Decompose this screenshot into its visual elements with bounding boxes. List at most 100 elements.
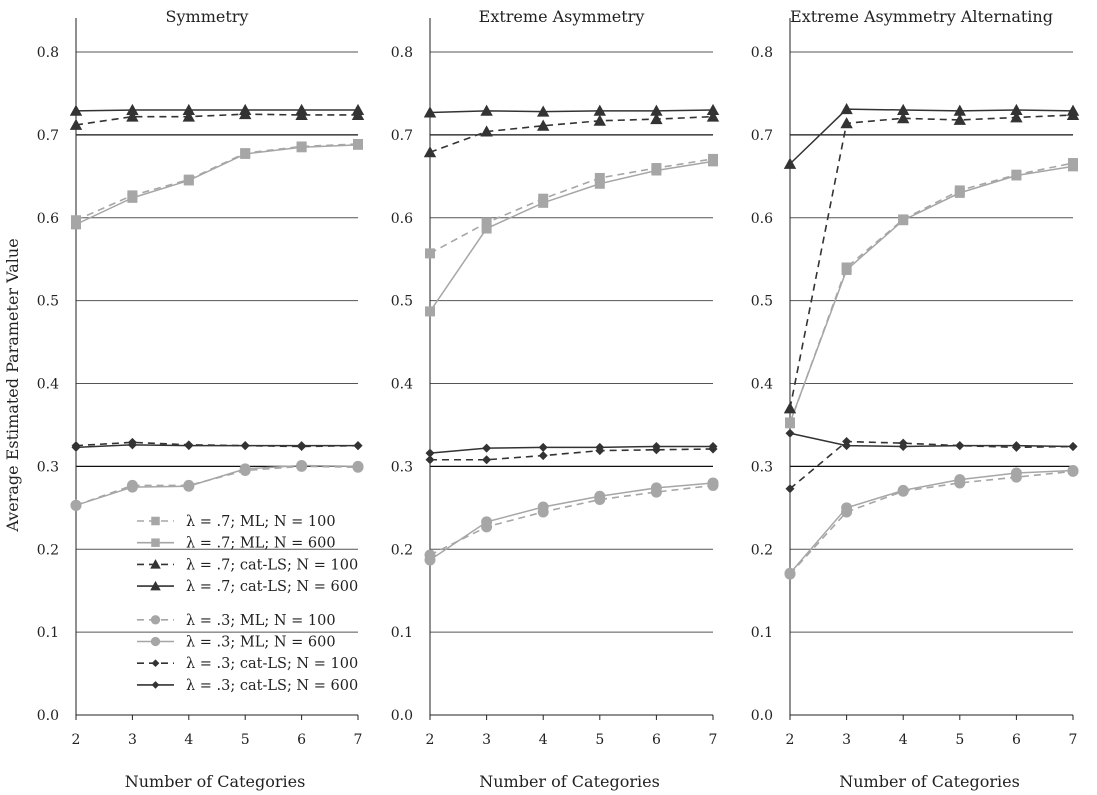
- y-tick-label: 0.7: [391, 128, 413, 144]
- y-tick-label: 0.5: [751, 294, 773, 310]
- y-tick-label: 0.8: [37, 45, 59, 61]
- series-line: [75, 144, 359, 226]
- data-point-square: [841, 264, 852, 275]
- legend-label: λ = .7; ML; N = 600: [186, 536, 336, 552]
- legend-label: λ = .7; ML; N = 100: [186, 514, 336, 530]
- y-tick-label: 0.6: [751, 211, 773, 227]
- series-line: [75, 444, 358, 449]
- data-point-triangle: [953, 113, 966, 125]
- data-point-diamond: [353, 441, 363, 451]
- legend-label: λ = .3; cat-LS; N = 600: [186, 678, 358, 694]
- series-line: [430, 448, 714, 461]
- data-point-square: [1011, 170, 1022, 181]
- data-point-triangle: [182, 103, 195, 115]
- data-point-square: [481, 223, 492, 234]
- data-point-triangle: [953, 104, 966, 116]
- x-axis-title: Number of Categories: [125, 772, 306, 791]
- panel-2: 0.0 0.1 0.2 0.3 0.4 0.5 0.6 0.7 0.8 2 3 4 5 6 7 Extreme…: [391, 7, 720, 791]
- x-tick-label: 5: [595, 732, 604, 748]
- data-point-diamond: [425, 448, 435, 458]
- data-point-diamond: [708, 441, 718, 451]
- data-point-triangle: [1010, 111, 1023, 123]
- legend-swatch-triangle: [150, 580, 161, 591]
- x-tick-label: 7: [354, 732, 363, 748]
- data-point-diamond: [898, 441, 908, 451]
- data-point-circle: [650, 482, 662, 494]
- legend-swatch-diamond: [151, 681, 160, 689]
- series-line: [429, 445, 713, 454]
- series-line: [75, 465, 359, 507]
- y-tick-label: 0.2: [37, 542, 59, 558]
- data-point-square: [594, 172, 605, 183]
- data-point-diamond: [482, 443, 492, 453]
- data-point-triangle: [423, 106, 437, 118]
- legend-item: λ = .7; ML; N = 100: [137, 514, 336, 530]
- data-point-circle: [239, 463, 251, 475]
- legend-item: λ = .3; cat-LS; N = 600: [137, 678, 358, 694]
- series-line: [789, 108, 1074, 165]
- x-tick-label: 6: [652, 732, 661, 748]
- series-line: [429, 160, 714, 312]
- data-point-circle: [481, 516, 493, 528]
- data-point-square: [240, 148, 251, 159]
- y-tick-label: 0.6: [391, 211, 413, 227]
- data-point-triangle: [1010, 103, 1023, 115]
- data-point-triangle: [351, 103, 365, 115]
- legend-label: λ = .7; cat-LS; N = 100: [186, 557, 358, 573]
- data-point-triangle: [706, 103, 720, 115]
- x-tick-label: 6: [1012, 732, 1021, 748]
- data-point-square: [183, 175, 194, 186]
- data-point-triangle: [1066, 104, 1080, 116]
- y-tick-label: 0.0: [751, 708, 773, 724]
- legend: λ = .7; ML; N = 100 λ = .7; ML; N = 600 λ …: [137, 514, 358, 694]
- data-point-diamond: [240, 441, 250, 451]
- data-point-circle: [183, 480, 195, 492]
- data-point-triangle: [783, 402, 797, 414]
- y-tick-label: 0.5: [391, 294, 413, 310]
- y-tick-label: 0.3: [37, 459, 59, 475]
- y-tick-label: 0.0: [391, 708, 413, 724]
- data-point-triangle: [593, 114, 606, 126]
- legend-item: λ = .7; cat-LS; N = 600: [137, 579, 358, 595]
- legend-item: λ = .7; ML; N = 600: [137, 536, 336, 552]
- data-point-circle: [841, 502, 853, 514]
- x-tick-label: 4: [899, 732, 908, 748]
- legend-swatch-square: [151, 516, 160, 526]
- data-point-triangle: [69, 118, 83, 130]
- y-tick-label: 0.6: [37, 211, 59, 227]
- y-tick-label: 0.2: [391, 542, 413, 558]
- x-tick-label: 3: [128, 732, 137, 748]
- series-line: [75, 464, 359, 507]
- series-line: [789, 165, 1074, 423]
- data-point-diamond: [71, 442, 81, 452]
- series-line: [75, 113, 358, 126]
- data-point-triangle: [182, 110, 195, 122]
- panel-title: Extreme Asymmetry Alternating: [790, 7, 1053, 26]
- legend-item: λ = .3; ML; N = 600: [137, 635, 336, 651]
- series-line: [789, 432, 1074, 448]
- data-point-square: [353, 139, 363, 150]
- data-point-square: [296, 142, 307, 153]
- data-point-square: [651, 165, 662, 176]
- data-point-triangle: [783, 157, 797, 169]
- series-line: [429, 482, 714, 561]
- data-point-circle: [1010, 467, 1022, 479]
- data-point-square: [708, 156, 718, 167]
- data-point-diamond: [538, 442, 548, 452]
- y-tick-label: 0.5: [37, 294, 59, 310]
- data-point-diamond: [1011, 441, 1021, 451]
- x-tick-label: 2: [426, 732, 435, 748]
- series-line: [75, 109, 358, 112]
- y-tick-label: 0.8: [391, 45, 413, 61]
- series-line: [429, 115, 714, 154]
- x-tick-label: 2: [786, 732, 795, 748]
- legend-label: λ = .3; cat-LS; N = 100: [186, 656, 358, 672]
- data-point-diamond: [785, 484, 795, 494]
- legend-item: λ = .7; cat-LS; N = 100: [137, 557, 358, 573]
- data-point-circle: [707, 477, 719, 489]
- data-point-square: [538, 197, 549, 208]
- data-point-circle: [126, 481, 138, 493]
- y-axis-title: Average Estimated Parameter Value: [3, 238, 22, 532]
- data-point-circle: [897, 484, 909, 496]
